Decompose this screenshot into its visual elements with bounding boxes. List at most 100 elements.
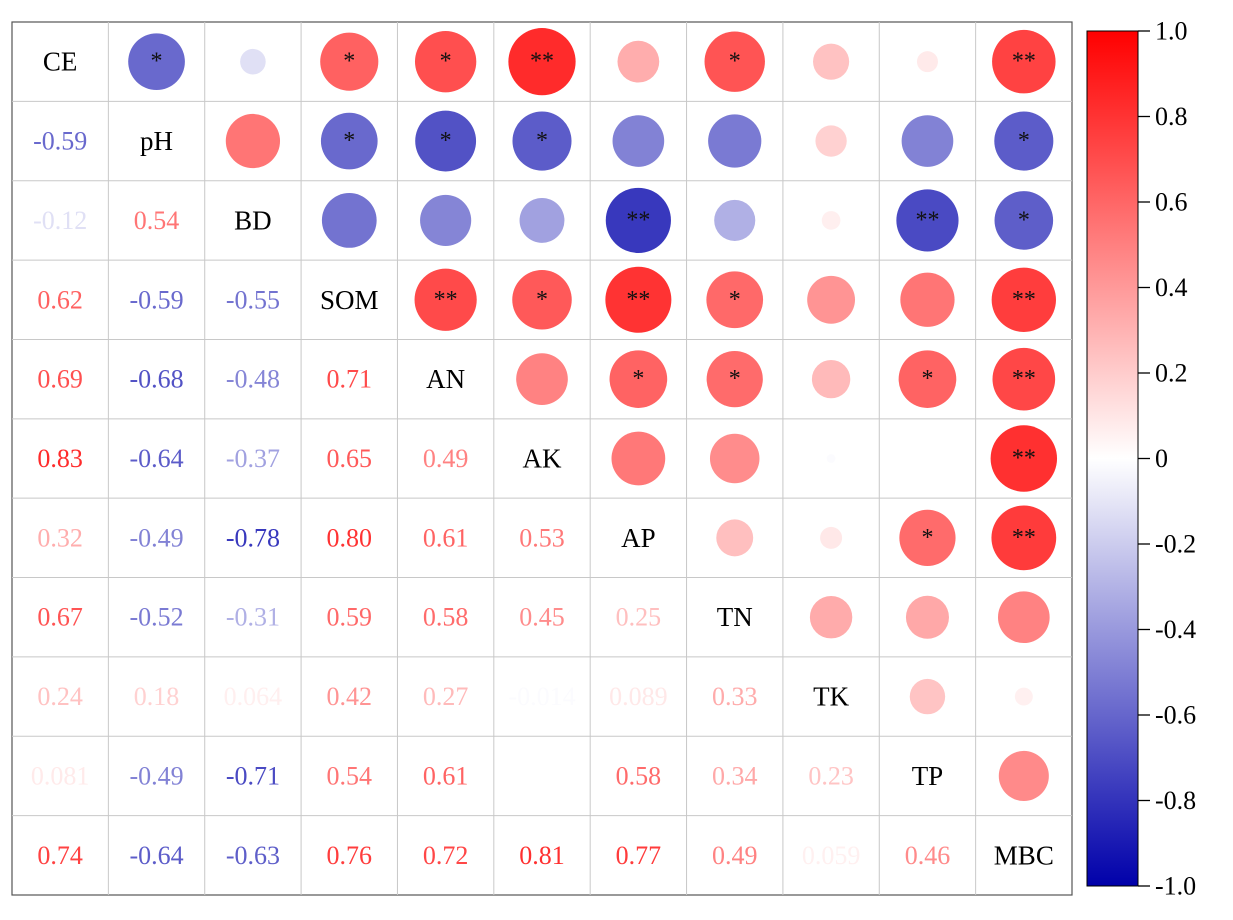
correlation-circles (128, 28, 1058, 801)
colorbar-tick-label: -0.4 (1155, 615, 1196, 644)
significance-mark: ** (1012, 446, 1036, 472)
colorbar-tick-label: 0 (1155, 444, 1168, 473)
corr-value-bd-ce: -0.12 (33, 206, 87, 235)
corr-circle-ce-tp (916, 51, 938, 73)
corr-value-tk-ce: 0.24 (37, 682, 83, 711)
matrix-frame (11, 21, 1073, 896)
variable-label-bd: BD (234, 205, 272, 235)
variable-label-tp: TP (912, 761, 944, 791)
corr-value-tp-ph: -0.49 (129, 761, 183, 790)
corr-circle-bd-tn (714, 199, 756, 241)
corr-value-tn-ak: 0.45 (519, 603, 565, 632)
corr-value-ak-an: 0.49 (423, 444, 469, 473)
colorbar-tick-label: -0.6 (1155, 701, 1196, 730)
significance-mark: * (343, 128, 355, 154)
corr-value-tp-ap: 0.58 (616, 761, 662, 790)
corr-circle-ce-tn (704, 31, 765, 92)
variable-label-tn: TN (717, 602, 753, 632)
corr-value-an-bd: -0.48 (226, 365, 280, 394)
corr-circle-ce-an (414, 31, 477, 93)
significance-mark: ** (1012, 366, 1036, 392)
corr-circle-bd-mbc (994, 191, 1054, 250)
corr-circle-ph-tn (708, 114, 762, 168)
corr-value-mbc-ap: 0.77 (616, 841, 662, 870)
corr-value-tp-som: 0.54 (327, 761, 373, 790)
corr-value-som-ce: 0.62 (37, 285, 83, 314)
significance-mark: * (921, 525, 933, 551)
corr-circle-ce-ap (617, 40, 660, 83)
corr-value-tp-ce: 0.081 (31, 761, 90, 790)
significance-mark: * (1018, 128, 1030, 154)
significance-mark: ** (915, 207, 939, 233)
corr-circle-ph-som (320, 112, 378, 170)
corr-value-tn-ap: 0.25 (616, 603, 662, 632)
corr-value-mbc-ak: 0.81 (519, 841, 565, 870)
corr-circle-an-tk (811, 359, 851, 399)
corr-value-tk-ph: 0.18 (134, 682, 180, 711)
corr-value-tn-som: 0.59 (327, 603, 373, 632)
corr-value-tn-bd: -0.31 (226, 603, 280, 632)
corr-value-tn-ph: -0.52 (129, 603, 183, 632)
corr-circle-ph-mbc (994, 111, 1054, 171)
significance-mark: * (343, 49, 355, 75)
corr-circle-ce-som (320, 32, 379, 91)
significance-mark: * (632, 366, 644, 392)
colorbar-tick-label: 1.0 (1155, 17, 1188, 46)
significance-mark: * (1018, 207, 1030, 233)
corr-circle-ph-ak (512, 111, 572, 171)
corr-value-tn-ce: 0.67 (37, 603, 83, 632)
corr-circle-som-tn (706, 271, 764, 329)
corr-circle-ap-tp (899, 509, 956, 566)
corr-circle-ak-tk (826, 454, 836, 463)
significance-mark: * (440, 49, 452, 75)
variable-label-ph: pH (140, 126, 173, 156)
corr-circle-an-tn (706, 351, 763, 408)
corr-circle-ph-an (415, 110, 477, 172)
corr-value-ap-ph: -0.49 (129, 523, 183, 552)
corr-value-tk-som: 0.42 (327, 682, 373, 711)
variable-label-ce: CE (43, 47, 78, 77)
corr-circle-tk-tp (909, 678, 946, 715)
corr-circle-bd-tk (821, 211, 841, 230)
corr-circle-ph-tk (815, 125, 847, 157)
corr-circle-an-ap (609, 350, 668, 408)
colorbar-tick-label: 0.8 (1155, 102, 1188, 131)
corr-value-tk-bd: 0.064 (224, 682, 283, 711)
corr-circle-ak-ap (611, 431, 666, 486)
corr-circle-ce-ak (508, 28, 576, 96)
corr-value-ak-ph: -0.64 (129, 444, 183, 473)
corr-value-mbc-an: 0.72 (423, 841, 469, 870)
corr-circle-som-ap (605, 266, 672, 333)
variable-label-an: AN (426, 364, 465, 394)
corr-value-an-ce: 0.69 (37, 365, 83, 394)
corr-value-bd-ph: 0.54 (134, 206, 180, 235)
corr-value-som-ph: -0.59 (129, 285, 183, 314)
variable-label-ap: AP (621, 523, 656, 553)
corr-value-an-ph: -0.68 (129, 365, 183, 394)
corr-circle-bd-tp (896, 189, 959, 252)
colorbar-tick-label: 0.4 (1155, 273, 1188, 302)
corr-circle-ce-mbc (992, 29, 1056, 94)
matrix-grid (11, 21, 1073, 896)
significance-mark: * (440, 128, 452, 154)
corr-circle-som-mbc (991, 267, 1056, 332)
corr-circle-ce-tk (813, 43, 850, 80)
corr-circle-som-tp (900, 272, 955, 327)
corr-circle-ak-mbc (990, 425, 1058, 492)
corr-value-mbc-tn: 0.49 (712, 841, 758, 870)
corr-circle-ph-bd (225, 113, 281, 169)
colorbar-tick-label: -0.2 (1155, 530, 1196, 559)
corr-value-tp-an: 0.61 (423, 761, 469, 790)
corr-value-mbc-tp: 0.46 (905, 841, 951, 870)
corr-value-an-som: 0.71 (327, 365, 373, 394)
corr-circle-bd-som (321, 193, 377, 248)
variable-label-ak: AK (523, 444, 562, 474)
corr-value-tp-bd: -0.71 (226, 761, 280, 790)
corr-circle-bd-an (420, 194, 472, 246)
corr-circle-an-tp (898, 350, 957, 408)
corr-value-mbc-ce: 0.74 (37, 841, 83, 870)
significance-mark: ** (530, 49, 554, 75)
corr-circle-bd-ak (519, 197, 565, 243)
colorbar-tick-label: 0.2 (1155, 359, 1188, 388)
corr-value-ak-bd: -0.37 (226, 444, 280, 473)
